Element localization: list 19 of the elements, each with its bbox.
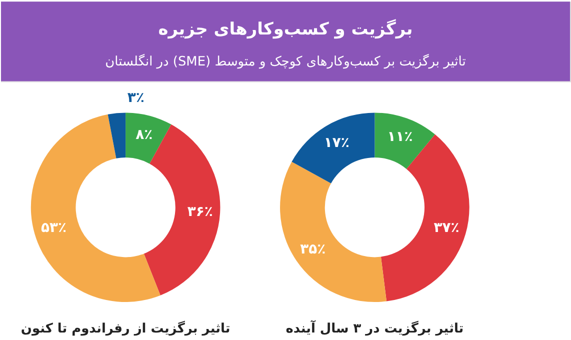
- donut-slice: [108, 112, 126, 158]
- data-label: ۳۵٪: [300, 241, 326, 258]
- data-label: ۱۷٪: [324, 135, 350, 152]
- data-label: ۳۶٪: [187, 204, 213, 220]
- donut-slice: [30, 114, 160, 302]
- text: تاثیر برگزیت بر کسب‌وکارهای کوچک و متوسط (SME) در انگلستان: [105, 53, 466, 70]
- donut-slice: [126, 112, 172, 164]
- donut-slice: [280, 162, 387, 302]
- donut-slice: [292, 112, 375, 184]
- data-label: ۵۳٪: [41, 220, 67, 236]
- data-label: ۸٪: [136, 126, 153, 143]
- text: تاثیر برگزیت در ۳ سال آینده: [286, 319, 464, 336]
- text: برگزیت و کسب‌وکارهای جزیره: [158, 18, 413, 40]
- data-label: ۳۷٪: [434, 220, 460, 236]
- donut-slice: [380, 134, 470, 302]
- data-label: ۳٪: [127, 90, 144, 106]
- donut-slice: [374, 112, 436, 169]
- data-label: ۱۱٪: [387, 129, 413, 146]
- text: تاثیر برگزیت از رفراندوم تا کنون: [20, 320, 230, 336]
